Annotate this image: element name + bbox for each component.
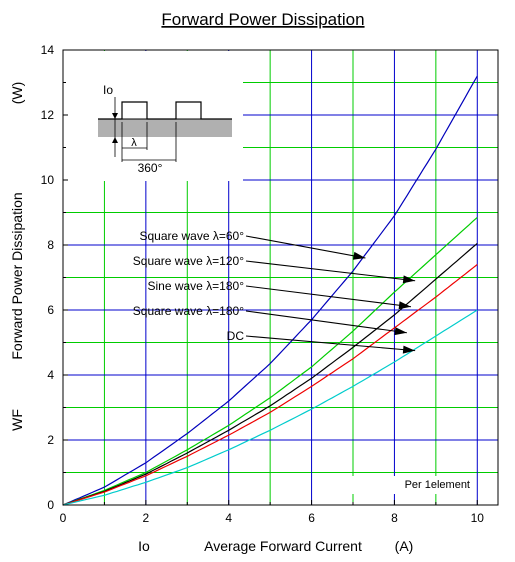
inset-square-wave: [98, 101, 232, 120]
chart-title: Forward Power Dissipation: [161, 10, 364, 29]
per-element-note: Per 1element: [405, 479, 470, 491]
x-tick-label: 6: [308, 511, 315, 525]
annotation-arrow-head-4: [394, 327, 407, 336]
series-line-1: [62, 75, 478, 506]
annotation-label-2: Square wave λ=120°: [133, 254, 244, 268]
inset-current-label: Io: [103, 83, 113, 97]
x-tick-label: 0: [60, 511, 67, 525]
annotation-arrow-head-1: [352, 251, 366, 260]
annotation-arrow-head-2: [402, 275, 416, 284]
inset-io-arrow-bottom: [112, 137, 118, 143]
annotation-arrow-line-2: [245, 260, 416, 282]
x-axis-unit: (A): [395, 538, 414, 554]
series-line-3: [62, 242, 478, 506]
y-tick-label: 12: [41, 108, 55, 122]
y-tick-label: 10: [41, 173, 55, 187]
y-axis-unit: (W): [9, 82, 25, 105]
inset-period-label: 360°: [138, 161, 163, 175]
y-axis-symbol: WF: [9, 409, 25, 431]
inset-gray-band: [98, 119, 232, 137]
y-tick-label: 8: [47, 238, 54, 252]
y-axis-title: Forward Power Dissipation: [9, 192, 25, 359]
y-tick-label: 6: [47, 303, 54, 317]
annotation-arrow-line-4: [245, 310, 407, 334]
x-tick-label: 10: [471, 511, 485, 525]
annotation-label-1: Square wave λ=60°: [139, 229, 244, 243]
annotation-arrow-head-5: [402, 345, 416, 354]
annotation-label-4: Square wave λ=180°: [133, 304, 244, 318]
inset-width-label: λ: [131, 137, 137, 149]
y-tick-label: 14: [41, 43, 55, 57]
waveform-inset: Io λ 360°: [64, 51, 243, 181]
y-tick-label: 0: [47, 498, 54, 512]
note-background: [324, 476, 475, 494]
x-tick-label: 2: [143, 511, 150, 525]
series-line-4: [62, 264, 478, 506]
curve-layer: [62, 75, 478, 506]
annotation-arrow-line-5: [245, 335, 416, 352]
inset-io-arrow-top: [112, 113, 118, 119]
inset-background: [64, 51, 243, 181]
y-tick-label: 4: [47, 368, 54, 382]
x-axis-title: Average Forward Current: [204, 538, 362, 554]
x-tick-label: 4: [225, 511, 232, 525]
annotation-label-3: Sine wave λ=180°: [147, 279, 244, 293]
annotation-arrow-head-3: [398, 301, 411, 310]
x-tick-label: 8: [391, 511, 398, 525]
series-line-5: [62, 309, 478, 506]
axis-layer: 0 2 4 6 8 10 0 2 4 6 8 10 12 14: [41, 43, 499, 525]
annotation-arrow-line-1: [245, 235, 366, 259]
annotation-layer: Square wave λ=60° Square wave λ=120° Sine …: [133, 229, 416, 354]
annotation-label-5: DC: [227, 329, 245, 343]
y-tick-label: 2: [47, 433, 54, 447]
annotation-arrow-line-3: [245, 285, 412, 308]
grid-layer: [63, 50, 498, 505]
x-axis-symbol: Io: [138, 538, 150, 554]
